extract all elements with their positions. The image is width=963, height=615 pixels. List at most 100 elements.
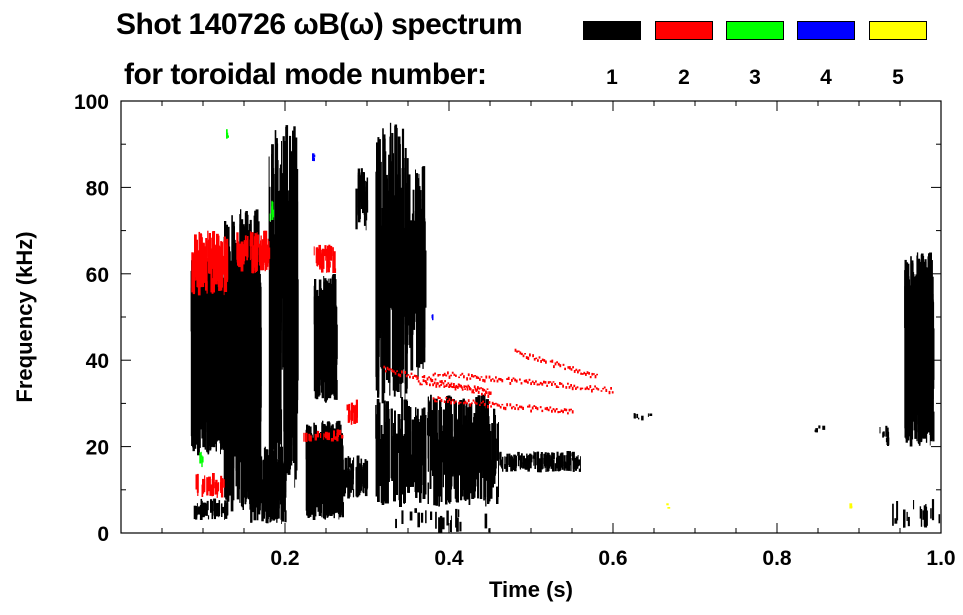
spectrum-mark-mode-2 — [338, 429, 342, 436]
spectrum-mark-mode-1 — [416, 323, 419, 368]
spectrum-mark-mode-1 — [522, 462, 525, 469]
spectrum-mark-mode-1 — [563, 461, 566, 466]
region-mode-2 — [303, 429, 344, 442]
spectrum-mark-mode-1 — [347, 456, 350, 475]
spectrum-mark-mode-1 — [450, 515, 452, 533]
region-mode-1 — [408, 166, 427, 377]
spectrum-mark-mode-2 — [485, 390, 487, 393]
spectrum-mark-mode-2 — [429, 383, 431, 387]
spectrum-mark-mode-1 — [379, 283, 382, 338]
spectrum-mark-mode-2 — [200, 237, 203, 250]
ridge-mode-2 — [416, 378, 492, 395]
spectrum-mark-mode-1 — [318, 279, 322, 303]
spectrum-mark-mode-1 — [822, 425, 826, 430]
spectrum-mark-mode-1 — [401, 397, 403, 445]
spectrum-mark-mode-2 — [555, 408, 558, 411]
spectrum-mark-mode-2 — [340, 434, 344, 439]
spectrum-mark-mode-2 — [451, 398, 454, 402]
spectrum-mark-mode-1 — [466, 420, 469, 499]
spectrum-mark-mode-2 — [453, 401, 456, 405]
spectrum-mark-mode-1 — [337, 457, 339, 490]
spectrum-mark-mode-1 — [931, 335, 935, 389]
spectrum-mark-mode-1 — [545, 455, 548, 463]
spectrum-mark-mode-1 — [198, 323, 201, 375]
spectrum-mark-mode-2 — [474, 387, 477, 391]
spectrum-mark-mode-1 — [909, 319, 911, 426]
spectrum-mark-mode-2 — [557, 362, 560, 366]
spectrum-mark-mode-2 — [252, 247, 256, 268]
spectrum-mark-mode-2 — [538, 356, 541, 359]
spectrum-mark-mode-2 — [481, 392, 483, 396]
region-mode-1 — [268, 125, 299, 490]
spectrum-mark-mode-1 — [517, 455, 520, 467]
spectrum-mark-mode-2 — [515, 379, 518, 383]
spectrum-mark-mode-1 — [428, 400, 430, 435]
spectrum-mark-mode-2 — [605, 388, 608, 392]
spectrum-mark-mode-4 — [432, 314, 434, 321]
x-tick-label: 1.0 — [926, 547, 955, 570]
spectrum-mark-mode-1 — [536, 451, 540, 465]
spectrum-mark-mode-1 — [252, 306, 254, 411]
spectrum-mark-mode-2 — [410, 372, 413, 375]
spectrum-mark-mode-2 — [475, 402, 478, 405]
spectrum-mark-mode-2 — [477, 376, 480, 379]
spectrum-mark-mode-1 — [558, 455, 561, 465]
spectrum-mark-mode-1 — [320, 438, 323, 509]
spectrum-mark-mode-1 — [649, 413, 653, 416]
spectrum-mark-mode-2 — [496, 379, 499, 383]
spectrum-mark-mode-2 — [547, 381, 550, 384]
spectrum-mark-mode-1 — [484, 513, 488, 529]
spectrum-mark-mode-1 — [382, 128, 384, 246]
spectrum-mark-mode-1 — [512, 458, 515, 471]
spectrum-mark-mode-2 — [608, 390, 611, 395]
spectrum-mark-mode-2 — [573, 384, 576, 388]
spectrum-mark-mode-2 — [329, 261, 331, 268]
region-mode-1 — [892, 499, 941, 528]
spectrum-mark-mode-2 — [514, 378, 516, 382]
legend-label-mode-4: 4 — [820, 66, 832, 89]
spectrum-mark-mode-1 — [534, 454, 537, 469]
x-tick-label: 0.6 — [598, 547, 627, 570]
spectrum-mark-mode-1 — [243, 292, 245, 498]
spectrum-mark-mode-1 — [930, 508, 932, 519]
spectrum-mark-mode-2 — [521, 352, 523, 356]
spectrum-mark-mode-1 — [310, 461, 313, 493]
spectrum-mark-mode-1 — [200, 342, 202, 404]
spectrum-mark-mode-2 — [489, 391, 492, 395]
spectrum-mark-mode-2 — [471, 374, 473, 378]
spectrum-mark-mode-1 — [360, 458, 363, 491]
spectrum-mark-mode-2 — [423, 375, 426, 379]
spectrum-mark-mode-2 — [439, 380, 442, 383]
spectrum-mark-mode-1 — [554, 463, 557, 472]
spectrum-mark-mode-1 — [339, 442, 342, 517]
legend-label-mode-3: 3 — [749, 66, 761, 89]
spectrum-mark-mode-2 — [547, 408, 550, 412]
spectrum-mark-mode-2 — [529, 353, 531, 357]
spectrum-mark-mode-2 — [437, 396, 440, 400]
spectrum-mark-mode-1 — [906, 304, 910, 441]
spectrum-mark-mode-2 — [412, 376, 414, 379]
spectrum-mark-mode-1 — [274, 484, 278, 505]
axes: 0.2 0.4 0.6 0.8 1.0 0 20 40 60 80 100 — [74, 91, 956, 570]
spectrum-mark-mode-1 — [280, 409, 283, 480]
y-tick-label: 80 — [86, 177, 109, 200]
spectrum-mark-mode-1 — [275, 138, 278, 405]
spectrum-mark-mode-2 — [471, 402, 473, 405]
region-mode-2 — [195, 473, 225, 498]
spectrum-mark-mode-3 — [226, 135, 229, 138]
spectrum-mark-mode-1 — [193, 505, 197, 520]
spectrum-mark-mode-1 — [239, 445, 241, 503]
spectrum-mark-mode-2 — [533, 382, 536, 385]
spectrum-mark-mode-2 — [442, 374, 444, 377]
spectrum-mark-mode-1 — [931, 499, 935, 521]
spectrum-mark-mode-1 — [471, 422, 475, 499]
spectrum-mark-mode-1 — [407, 173, 409, 325]
spectrum-mark-mode-2 — [491, 401, 494, 405]
spectrum-mark-mode-1 — [459, 521, 462, 532]
spectrum-mark-mode-2 — [210, 237, 212, 264]
spectrum-mark-mode-1 — [250, 232, 253, 457]
spectrum-mark-mode-1 — [235, 269, 238, 445]
spectrum-mark-mode-1 — [505, 456, 509, 472]
spectrum-mark-mode-1 — [476, 439, 478, 473]
